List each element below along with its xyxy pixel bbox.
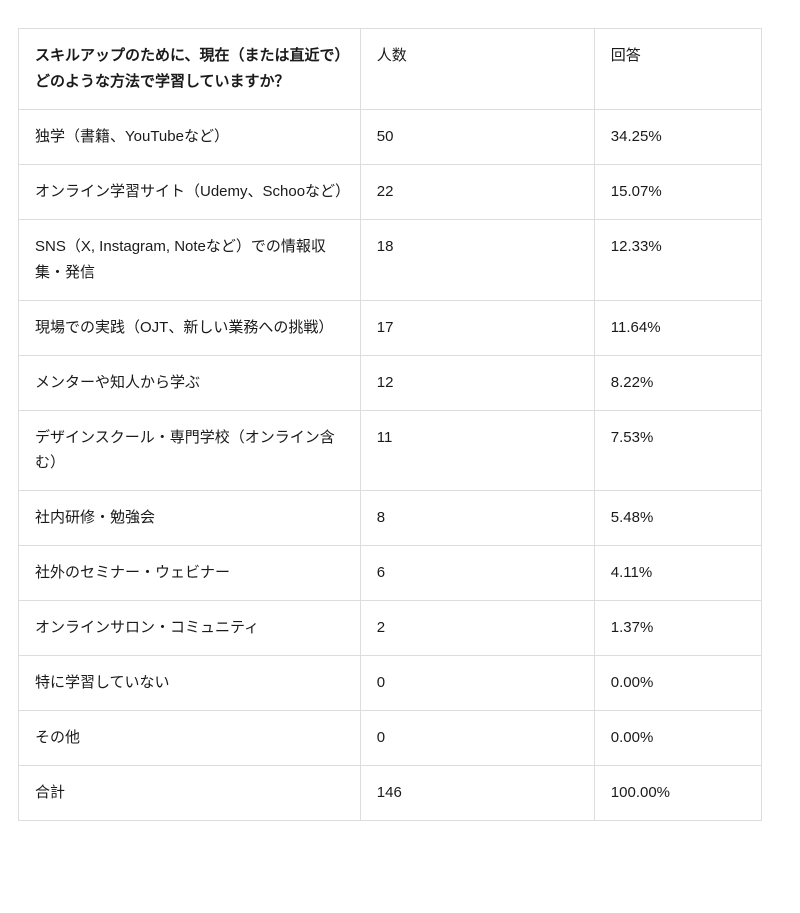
percent-cell: 12.33% [593, 218, 763, 301]
table-row: メンターや知人から学ぶ 12 8.22% [18, 354, 763, 411]
percent-cell: 34.25% [593, 108, 763, 165]
count-cell: 18 [359, 218, 595, 301]
percent-cell: 5.48% [593, 490, 763, 547]
count-cell: 50 [359, 108, 595, 165]
count-cell: 6 [359, 545, 595, 602]
total-percent-cell: 100.00% [593, 765, 763, 821]
percent-header-cell: 回答 [593, 28, 763, 110]
table-row: オンラインサロン・コミュニティ 2 1.37% [18, 600, 763, 657]
percent-cell: 0.00% [593, 710, 763, 767]
answer-label-cell: 社内研修・勉強会 [18, 490, 361, 547]
table-row: 独学（書籍、YouTubeなど） 50 34.25% [18, 108, 763, 165]
answer-label-cell: メンターや知人から学ぶ [18, 354, 361, 411]
survey-results-table: スキルアップのために、現在（または直近で）どのような方法で学習していますか？ 人… [18, 28, 763, 821]
count-cell: 22 [359, 163, 595, 220]
percent-cell: 15.07% [593, 163, 763, 220]
answer-label-cell: 社外のセミナー・ウェビナー [18, 545, 361, 602]
percent-cell: 8.22% [593, 354, 763, 411]
table-row-total: 合計 146 100.00% [18, 765, 763, 821]
answer-label-cell: SNS（X, Instagram, Noteなど）での情報収集・発信 [18, 218, 361, 301]
percent-cell: 4.11% [593, 545, 763, 602]
table-row: 特に学習していない 0 0.00% [18, 655, 763, 712]
answer-label-cell: オンライン学習サイト（Udemy、Schooなど） [18, 163, 361, 220]
table-row: 社内研修・勉強会 8 5.48% [18, 490, 763, 547]
count-cell: 11 [359, 409, 595, 492]
table-header-row: スキルアップのために、現在（または直近で）どのような方法で学習していますか？ 人… [18, 28, 763, 110]
answer-label-cell: デザインスクール・専門学校（オンライン含む） [18, 409, 361, 492]
answer-label-cell: 独学（書籍、YouTubeなど） [18, 108, 361, 165]
table-row: 現場での実践（OJT、新しい業務への挑戦） 17 11.64% [18, 299, 763, 356]
table-row: オンライン学習サイト（Udemy、Schooなど） 22 15.07% [18, 163, 763, 220]
total-count-cell: 146 [359, 765, 595, 821]
table-row: SNS（X, Instagram, Noteなど）での情報収集・発信 18 12… [18, 218, 763, 301]
table-row: その他 0 0.00% [18, 710, 763, 767]
answer-label-cell: 現場での実践（OJT、新しい業務への挑戦） [18, 299, 361, 356]
table-row: デザインスクール・専門学校（オンライン含む） 11 7.53% [18, 409, 763, 492]
answer-label-cell: 特に学習していない [18, 655, 361, 712]
count-cell: 8 [359, 490, 595, 547]
count-header-cell: 人数 [359, 28, 595, 110]
count-cell: 2 [359, 600, 595, 657]
answer-label-cell: オンラインサロン・コミュニティ [18, 600, 361, 657]
count-cell: 0 [359, 710, 595, 767]
percent-cell: 0.00% [593, 655, 763, 712]
count-cell: 17 [359, 299, 595, 356]
percent-cell: 11.64% [593, 299, 763, 356]
count-cell: 0 [359, 655, 595, 712]
percent-cell: 7.53% [593, 409, 763, 492]
count-cell: 12 [359, 354, 595, 411]
total-label-cell: 合計 [18, 765, 361, 821]
percent-cell: 1.37% [593, 600, 763, 657]
table-row: 社外のセミナー・ウェビナー 6 4.11% [18, 545, 763, 602]
question-header-cell: スキルアップのために、現在（または直近で）どのような方法で学習していますか？ [18, 28, 361, 110]
answer-label-cell: その他 [18, 710, 361, 767]
